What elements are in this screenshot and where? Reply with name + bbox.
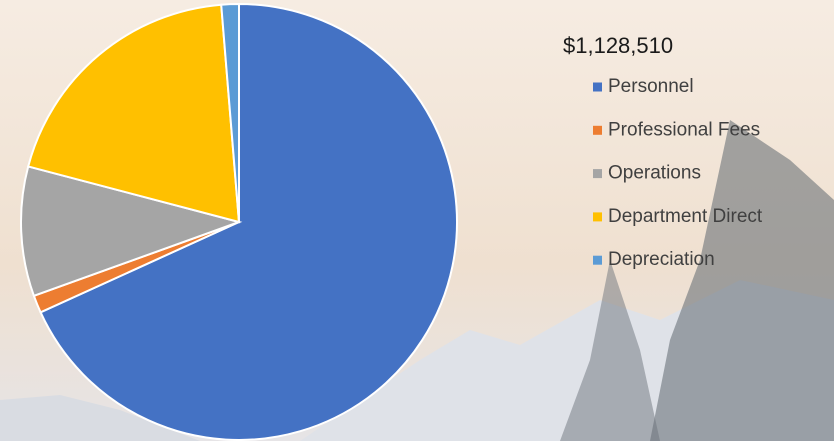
- chart-title: $1,128,510: [563, 33, 673, 58]
- pie-slice: [39, 2, 458, 441]
- pie-slice: [220, 2, 240, 223]
- tree: [560, 260, 660, 441]
- legend-label: Depreciation: [608, 249, 715, 270]
- mountain: [0, 395, 200, 441]
- legend-marker: [593, 212, 602, 222]
- legend-label: Professional Fees: [608, 119, 760, 140]
- tree: [650, 120, 834, 441]
- legend-marker: [593, 82, 602, 92]
- pie-slice: [20, 165, 243, 298]
- legend-label: Department Direct: [608, 206, 763, 227]
- legend-label: Operations: [608, 163, 701, 184]
- legend-marker: [593, 169, 602, 179]
- legend-marker: [593, 125, 602, 135]
- pie-slice: [26, 3, 241, 224]
- legend-marker: [593, 255, 602, 265]
- legend-label: Personnel: [608, 76, 694, 97]
